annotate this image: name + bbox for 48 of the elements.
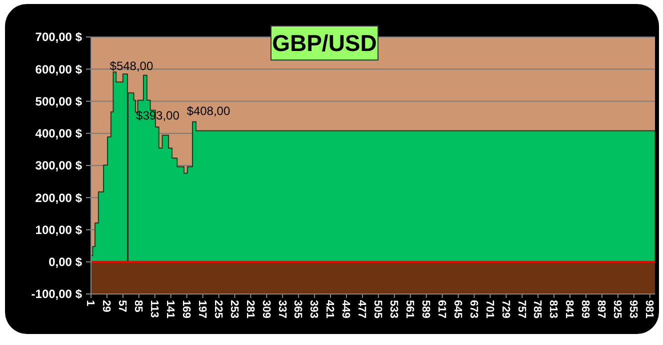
x-tick-label: 309 [260,300,272,318]
x-tick-label: 1 [84,300,96,306]
x-tick-label: 897 [595,300,608,318]
x-tick-label: 225 [212,300,224,318]
x-tick-label: 449 [340,300,352,318]
x-tick-label: 953 [627,300,640,318]
x-tick-label: 981 [643,300,656,318]
x-tick-label: 57 [116,300,128,312]
x-tick-label: 421 [324,300,336,318]
annotation: $408,00 [186,104,230,118]
y-tick-label: 100,00 $ [35,222,82,237]
y-tick-label: 700,00 $ [35,30,82,44]
x-tick-label: 925 [611,300,624,318]
x-tick-label: 729 [499,300,512,318]
x-tick-label: 337 [276,300,288,318]
x-tick-label: 393 [308,300,320,318]
x-tick-label: 533 [388,300,400,318]
x-tick-label: 617 [435,300,448,318]
y-tick-label: 200,00 $ [35,190,82,205]
x-tick-label: 589 [419,300,432,318]
x-tick-label: 673 [467,300,480,318]
x-tick-label: 645 [451,300,464,318]
x-tick-label: 141 [164,300,176,318]
x-tick-label: 785 [531,300,544,318]
x-tick-label: 197 [196,300,208,318]
x-tick-label: 813 [547,300,560,318]
y-tick-label: 400,00 $ [35,126,82,141]
x-tick-label: 505 [372,300,384,318]
x-tick-label: 29 [100,300,112,312]
y-tick-label: 0,00 $ [48,255,82,270]
x-tick-label: 701 [483,300,496,318]
x-tick-label: 365 [292,300,304,318]
y-tick-label: 600,00 $ [35,62,82,76]
x-tick-label: 281 [244,300,256,318]
x-tick-label: 561 [404,300,416,318]
annotation: $548,00 [110,58,154,73]
x-tick-label: 869 [579,300,592,318]
x-tick-label: 113 [148,300,160,318]
y-tick-label: 300,00 $ [35,158,82,173]
x-tick-label: 85 [132,300,144,312]
x-tick-label: 757 [515,300,528,318]
y-tick-label: 500,00 $ [35,94,82,108]
x-tick-label: 253 [228,300,240,318]
x-tick-label: 477 [356,300,368,318]
x-tick-label: 841 [563,300,576,318]
y-tick-label: -100,00 $ [31,287,82,302]
x-tick-label: 169 [180,300,192,318]
chart-title: GBP/USD [272,30,377,56]
